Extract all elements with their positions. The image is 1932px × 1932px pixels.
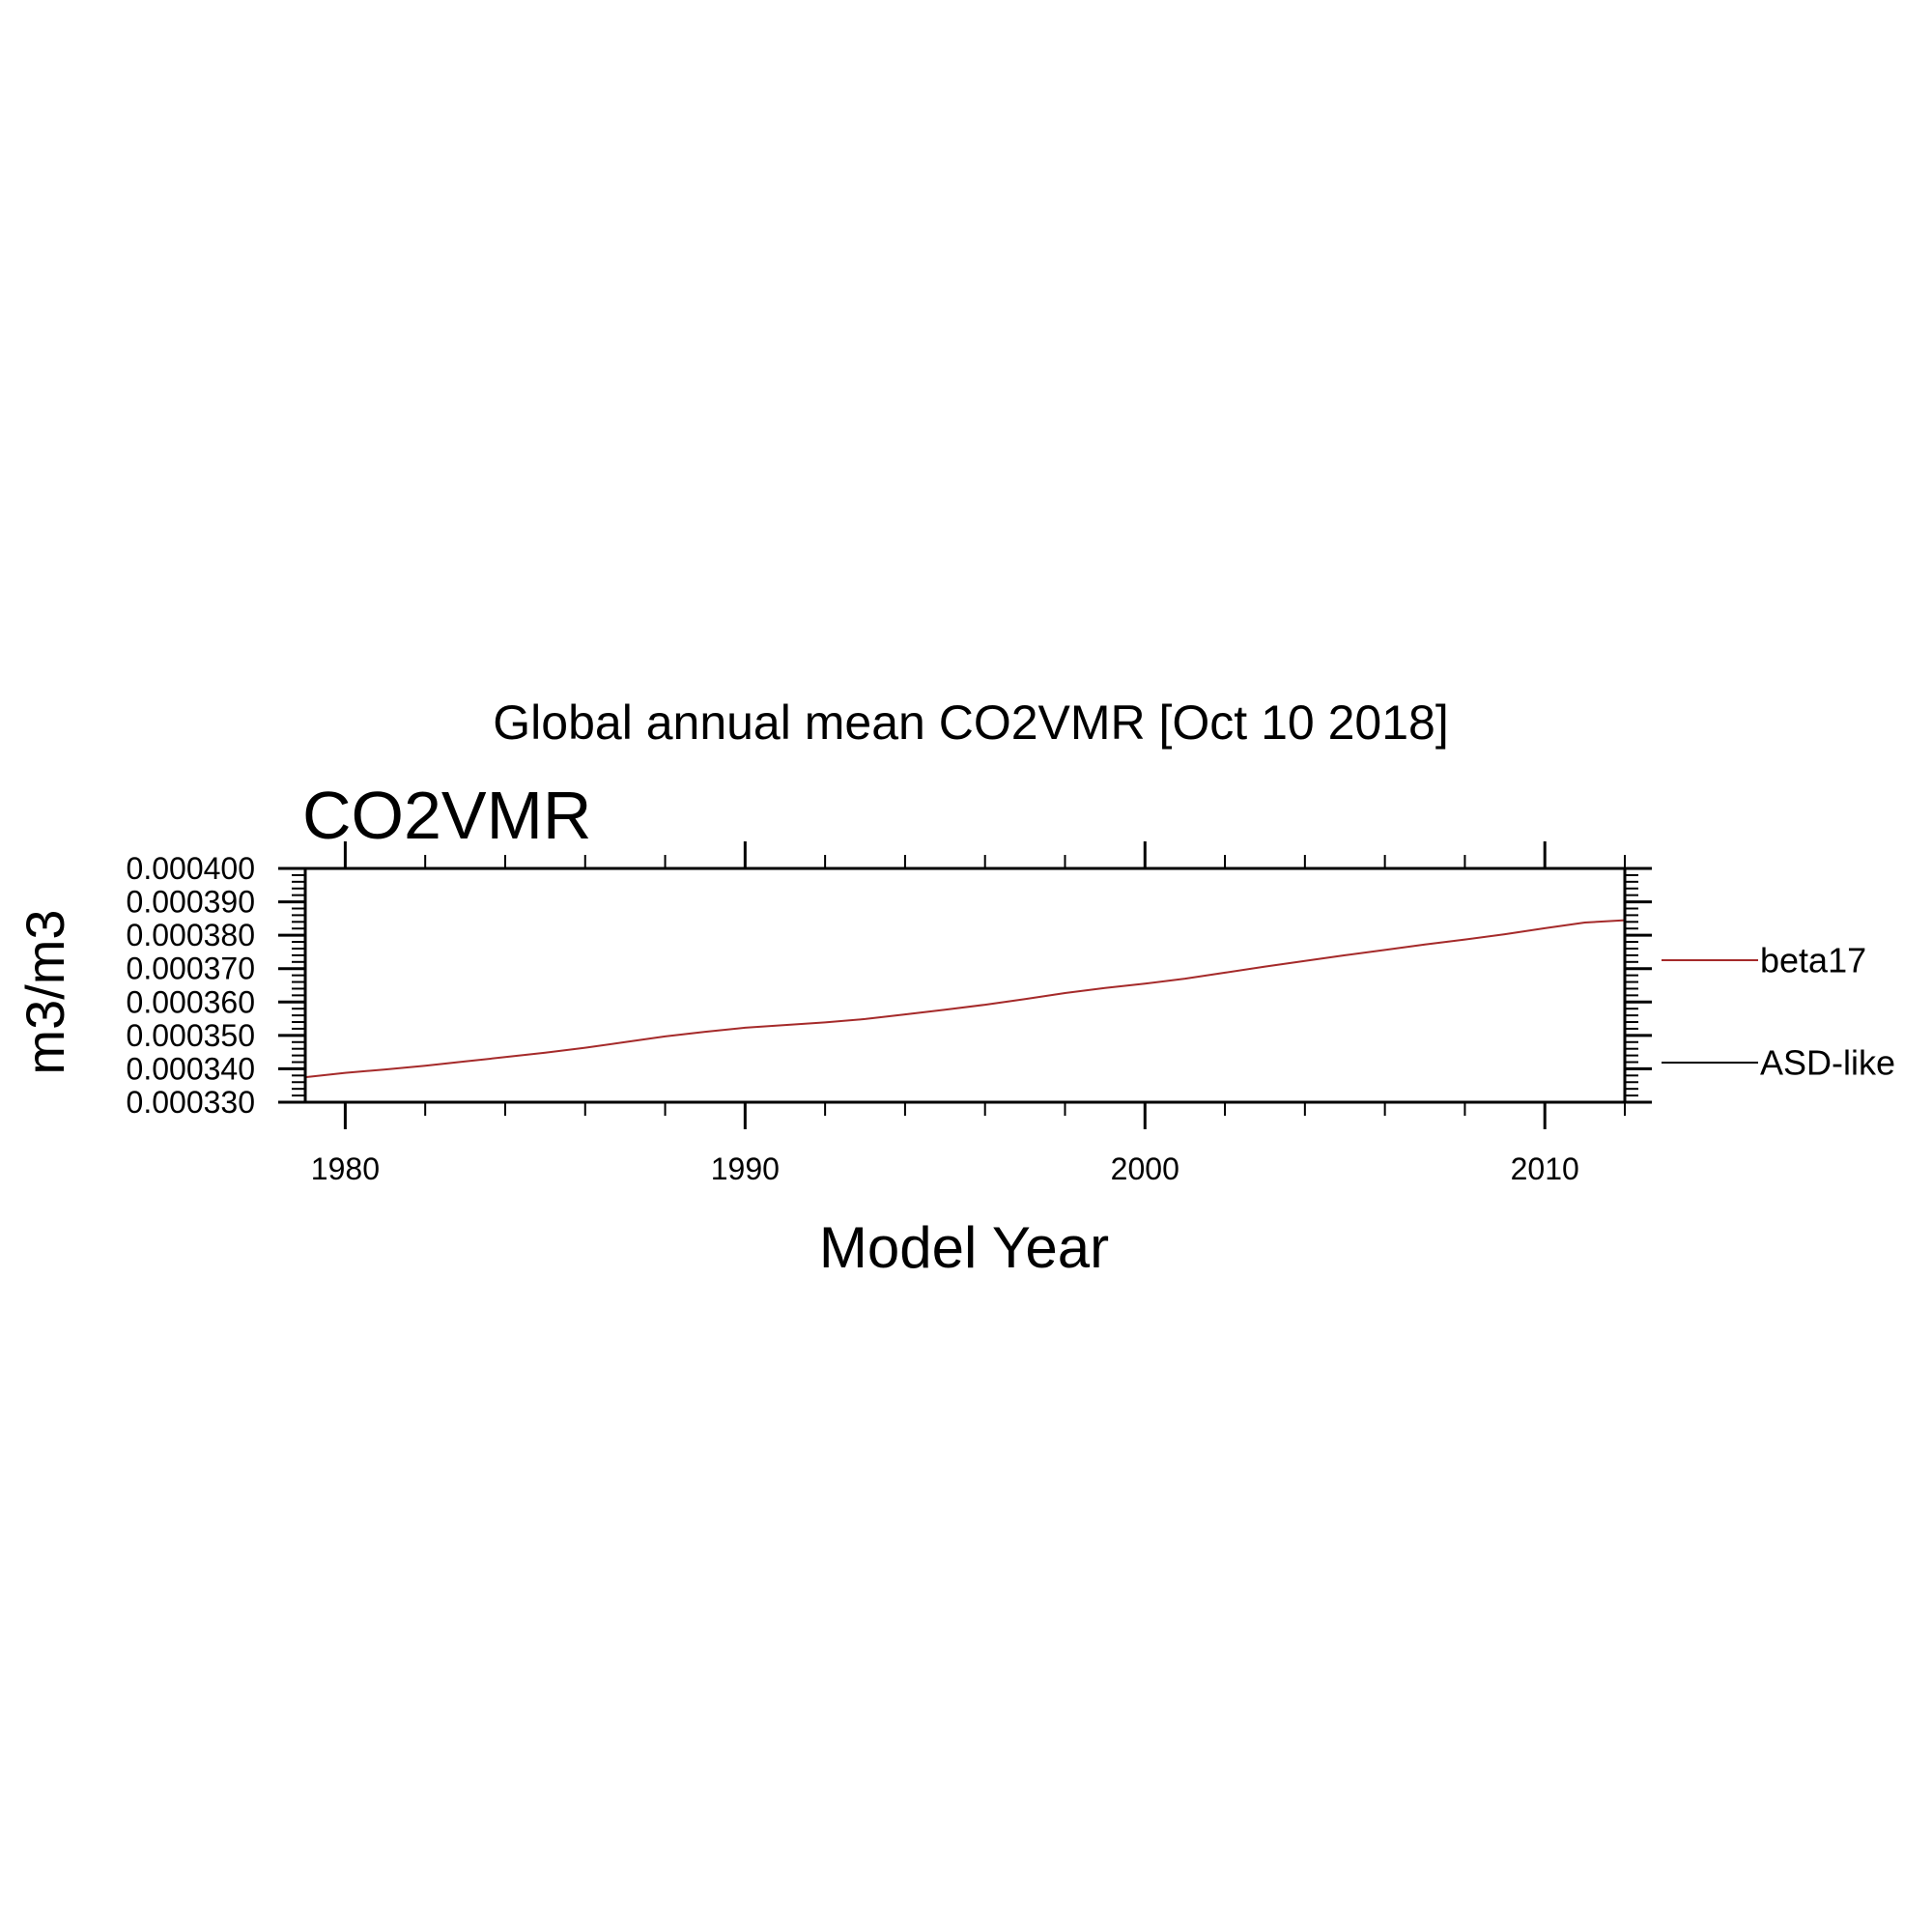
y-tick-label: 0.000370 <box>127 952 255 986</box>
chart-subtitle: CO2VMR <box>302 778 591 853</box>
y-tick-label: 0.000400 <box>127 851 255 886</box>
plot-frame <box>303 867 1627 1104</box>
legend-label: ASD-like <box>1760 1043 1895 1083</box>
y-tick-label: 0.000340 <box>127 1051 255 1086</box>
chart-title: Global annual mean CO2VMR [Oct 10 2018] <box>493 696 1448 750</box>
y-tick-label: 0.000350 <box>127 1018 255 1053</box>
y-tick-label: 0.000390 <box>127 885 255 920</box>
x-tick-label: 2000 <box>1111 1151 1179 1186</box>
x-tick-label: 1990 <box>711 1151 780 1186</box>
x-tick-label: 1980 <box>311 1151 380 1186</box>
plot-series <box>304 919 1626 1079</box>
legend-label: beta17 <box>1760 941 1866 980</box>
x-axis-label: Model Year <box>819 1215 1109 1280</box>
y-tick-label: 0.000380 <box>127 918 255 952</box>
x-tick-label: 2010 <box>1511 1151 1579 1186</box>
y-tick-label: 0.000330 <box>127 1085 255 1120</box>
axis-ticks: 1980 1990 2000 2010 0.0003300.0003400.000350… <box>127 841 1652 1186</box>
y-axis-label: m3/m3 <box>14 909 75 1074</box>
y-tick-label: 0.000360 <box>127 984 255 1019</box>
legend: beta17 ASD-like <box>1662 941 1895 1083</box>
series-line-beta17 <box>304 919 1626 1079</box>
